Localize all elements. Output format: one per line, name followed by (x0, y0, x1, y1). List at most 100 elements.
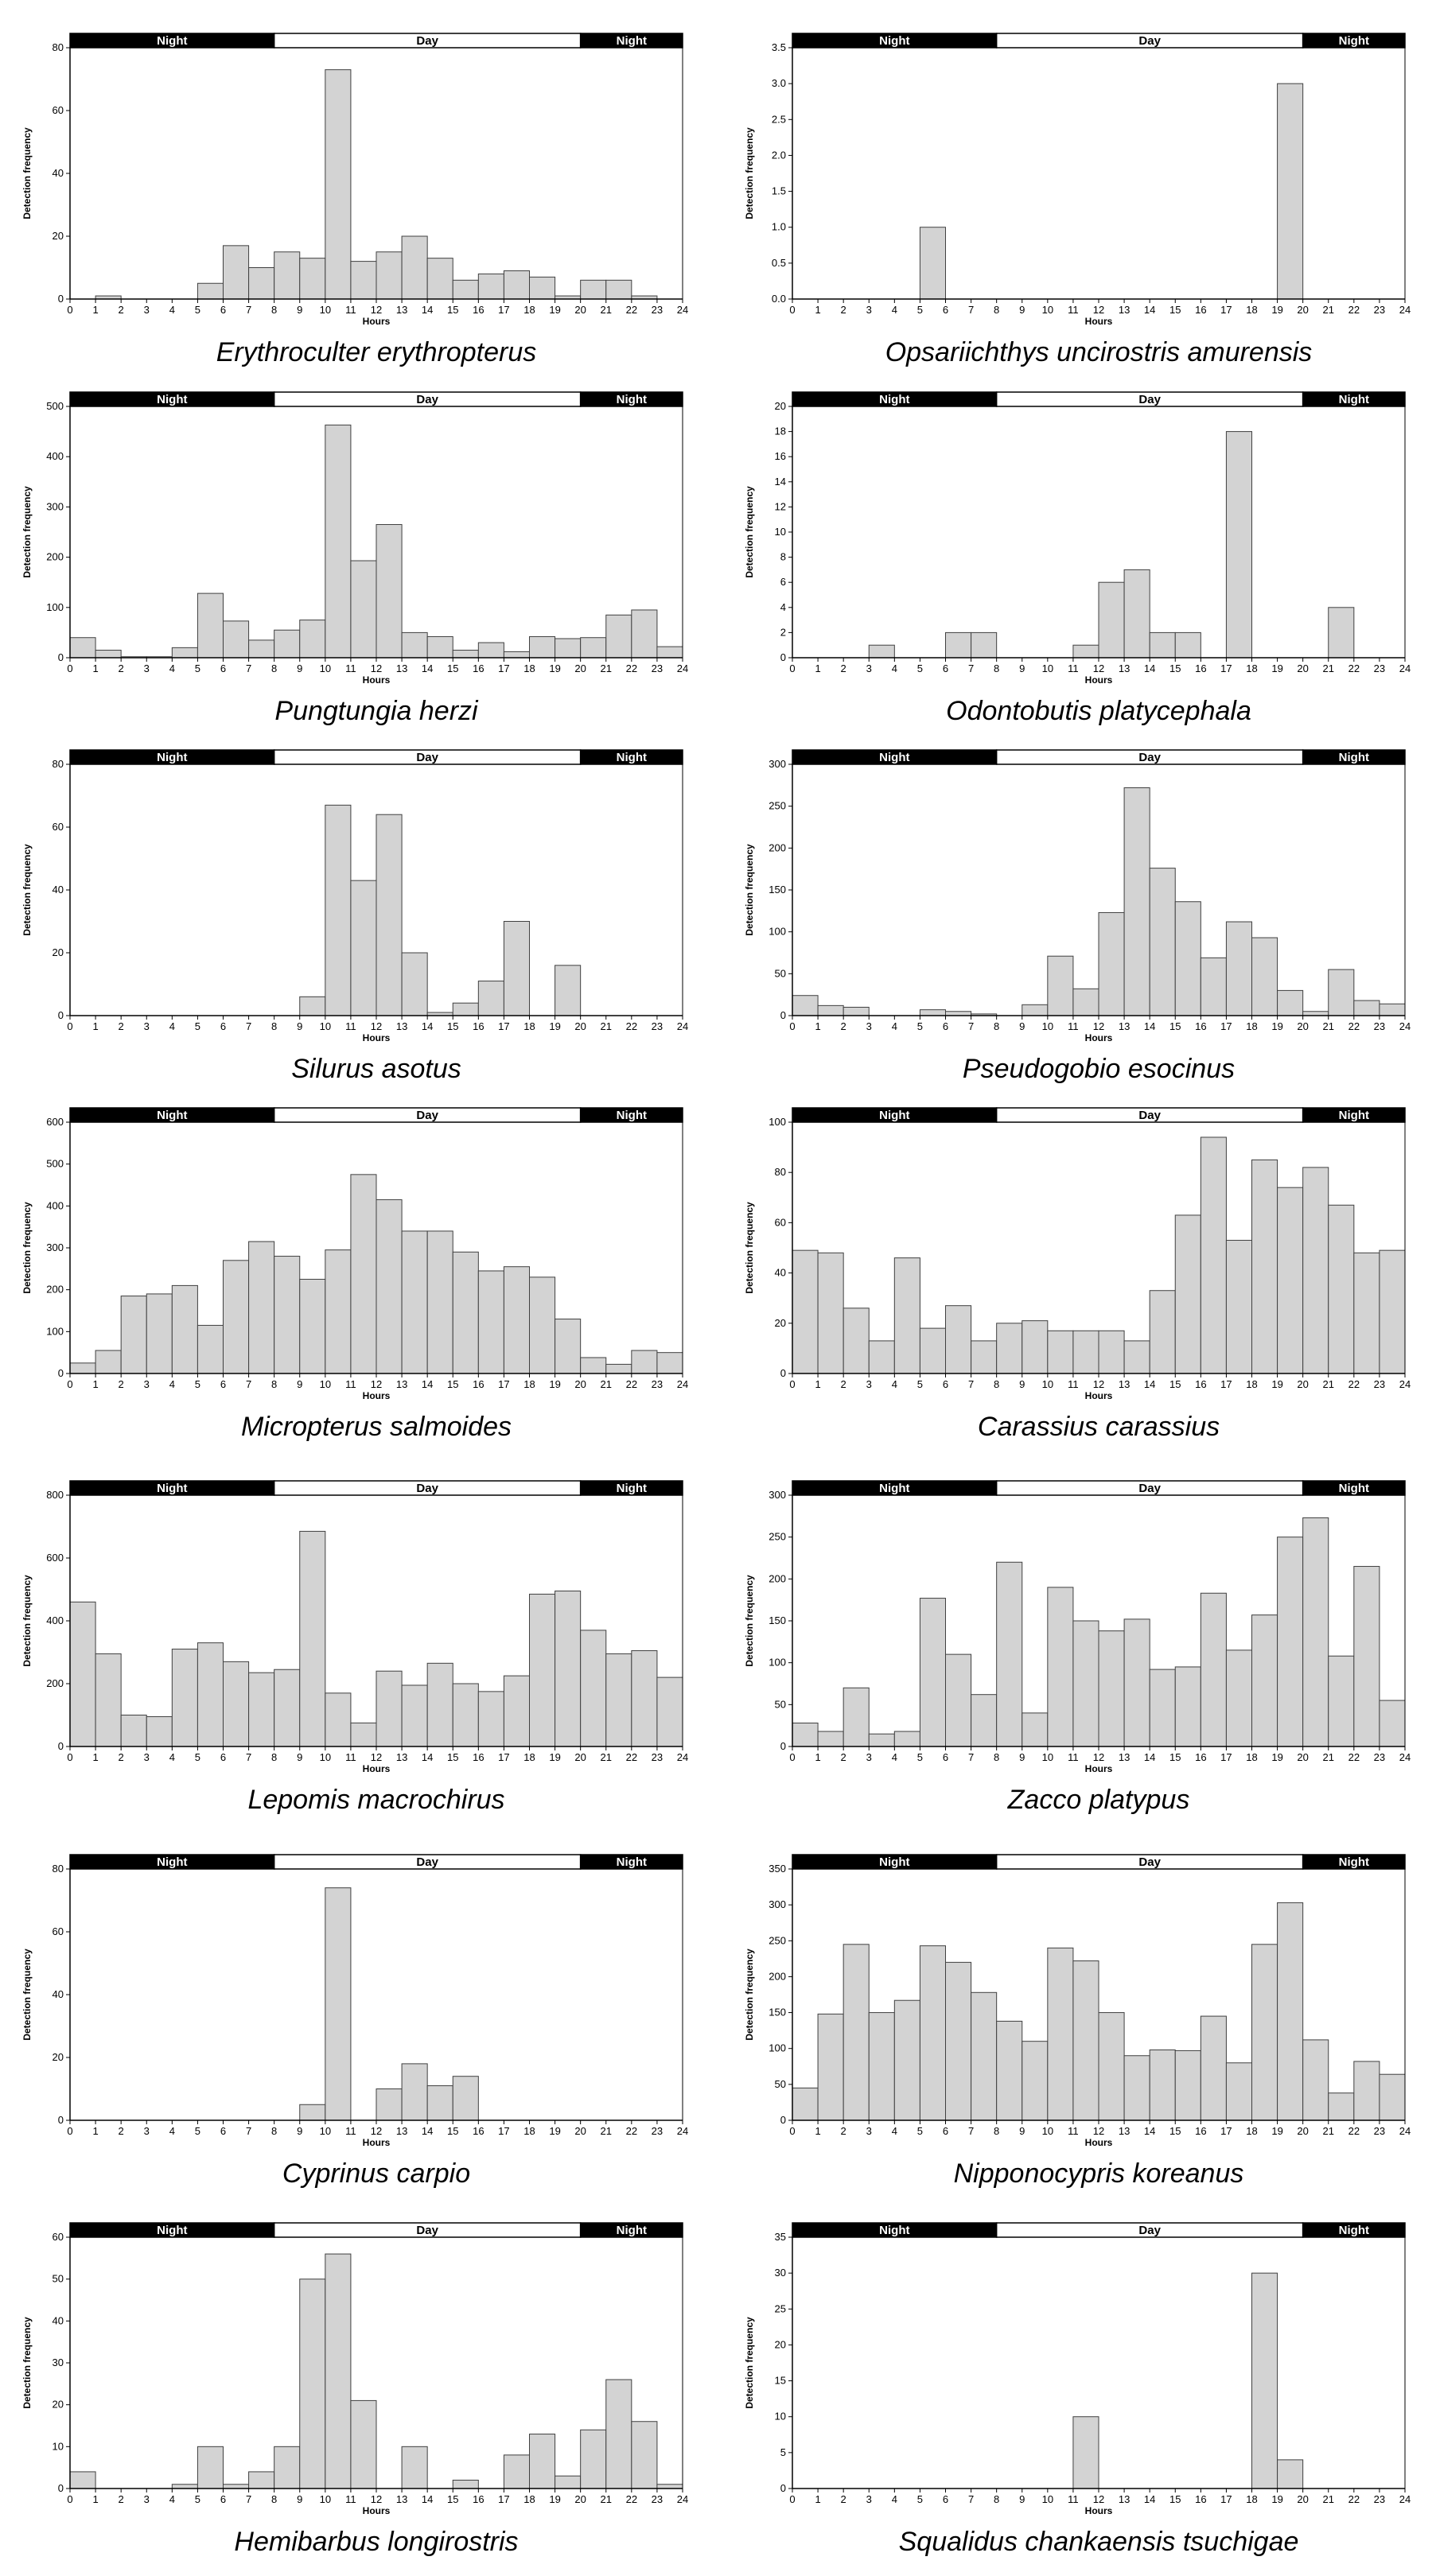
x-tick-label: 15 (447, 1751, 458, 1763)
x-tick-label: 8 (271, 1020, 277, 1032)
y-axis-label: Detection frequency (21, 844, 33, 936)
bar-hour-12 (376, 1670, 403, 1747)
x-tick-label: 1 (92, 1020, 98, 1032)
bar-hour-18 (529, 635, 556, 659)
bar-hour-15 (452, 2076, 479, 2121)
bar-hour-12 (1098, 1330, 1125, 1374)
y-tick-label: 10 (775, 526, 786, 538)
y-tick-label: 20 (53, 230, 64, 242)
x-tick-label: 1 (815, 2493, 820, 2505)
bar-hour-18 (1251, 1944, 1278, 2121)
bar-hour-6 (945, 1305, 972, 1374)
bar-hour-0 (792, 1249, 819, 1374)
x-tick-label: 11 (345, 304, 356, 316)
x-tick-label: 14 (1144, 1751, 1155, 1763)
x-tick-label: 13 (396, 1020, 407, 1032)
x-tick-label: 3 (144, 2125, 150, 2137)
y-tick-label: 50 (775, 1698, 786, 1710)
x-tick-label: 14 (422, 1378, 433, 1390)
bar-hour-6 (945, 631, 972, 659)
y-tick-label: 250 (769, 1531, 786, 1543)
x-tick-label: 20 (1297, 304, 1308, 316)
bar-hour-5 (919, 1945, 946, 2121)
bar-hour-0 (69, 1362, 96, 1374)
x-tick-label: 22 (1348, 304, 1360, 316)
x-tick-label: 21 (601, 1751, 612, 1763)
species-title: Cyprinus carpio (282, 2158, 470, 2189)
bar-hour-11 (350, 1174, 377, 1374)
y-tick-label: 10 (53, 2440, 64, 2452)
x-tick-label: 3 (144, 1020, 150, 1032)
bar-hour-10 (325, 1887, 352, 2121)
y-tick-label: 60 (53, 2231, 64, 2243)
band-label-night: Night (1339, 393, 1369, 406)
bar-hour-13 (1123, 569, 1150, 659)
band-label-day: Day (416, 751, 438, 764)
x-tick-label: 14 (1144, 662, 1155, 674)
bar-hour-8 (274, 629, 301, 659)
x-axis-label: Hours (1085, 1390, 1113, 1401)
x-tick-label: 7 (968, 1751, 974, 1763)
x-tick-label: 21 (1323, 304, 1334, 316)
x-tick-label: 8 (994, 2125, 999, 2137)
x-tick-label: 13 (1119, 2493, 1130, 2505)
x-tick-label: 24 (1399, 1751, 1411, 1763)
x-tick-label: 23 (652, 2125, 663, 2137)
bar-hour-8 (996, 1323, 1023, 1374)
x-tick-label: 13 (396, 304, 407, 316)
x-tick-label: 22 (626, 1751, 637, 1763)
x-tick-label: 4 (169, 1378, 175, 1390)
y-tick-label: 200 (46, 551, 64, 563)
y-tick-label: 500 (46, 400, 64, 412)
bar-hour-9 (1022, 2041, 1049, 2121)
x-tick-label: 18 (523, 304, 535, 316)
bar-hour-2 (843, 1944, 870, 2121)
bar-hour-2 (843, 1687, 870, 1747)
x-tick-label: 17 (498, 2125, 509, 2137)
x-tick-label: 1 (92, 1378, 98, 1390)
bar-hour-12 (1098, 2012, 1125, 2121)
x-tick-label: 24 (677, 2125, 688, 2137)
x-tick-label: 4 (892, 662, 897, 674)
x-tick-label: 24 (677, 1378, 688, 1390)
bar-hour-22 (631, 609, 658, 659)
x-tick-label: 19 (549, 662, 560, 674)
x-tick-label: 7 (968, 304, 974, 316)
bar-hour-15 (452, 279, 479, 300)
x-axis-label: Hours (363, 2137, 391, 2148)
y-tick-label: 300 (769, 758, 786, 770)
bar-hour-5 (197, 1324, 224, 1374)
x-tick-label: 14 (422, 2493, 433, 2505)
x-tick-label: 17 (1220, 2125, 1232, 2137)
y-tick-label: 50 (775, 2078, 786, 2090)
y-tick-label: 100 (769, 1116, 786, 1128)
x-tick-label: 15 (447, 304, 458, 316)
x-tick-label: 24 (1399, 304, 1411, 316)
y-tick-label: 35 (775, 2231, 786, 2243)
bar-hour-9 (299, 996, 326, 1016)
y-axis-label: Detection frequency (21, 2317, 33, 2409)
x-tick-label: 4 (892, 2125, 897, 2137)
x-tick-label: 24 (1399, 1378, 1411, 1390)
species-title: Hemibarbus longirostris (234, 2527, 518, 2557)
bar-hour-17 (1225, 1240, 1252, 1374)
x-tick-label: 20 (1297, 2493, 1308, 2505)
bar-hour-2 (843, 1307, 870, 1374)
bar-hour-4 (893, 1999, 920, 2121)
x-tick-label: 11 (345, 1020, 356, 1032)
bar-hour-17 (503, 270, 531, 300)
x-tick-label: 9 (1019, 2493, 1025, 2505)
x-tick-label: 11 (345, 662, 356, 674)
x-tick-label: 4 (169, 2493, 175, 2505)
y-tick-label: 100 (46, 601, 64, 613)
bar-hour-4 (893, 1731, 920, 1747)
x-tick-label: 11 (1068, 2125, 1079, 2137)
x-tick-label: 23 (1374, 1378, 1385, 1390)
y-tick-label: 40 (53, 884, 64, 896)
x-tick-label: 23 (1374, 1020, 1385, 1032)
bar-hour-21 (1328, 1204, 1355, 1374)
x-tick-label: 0 (67, 1020, 72, 1032)
